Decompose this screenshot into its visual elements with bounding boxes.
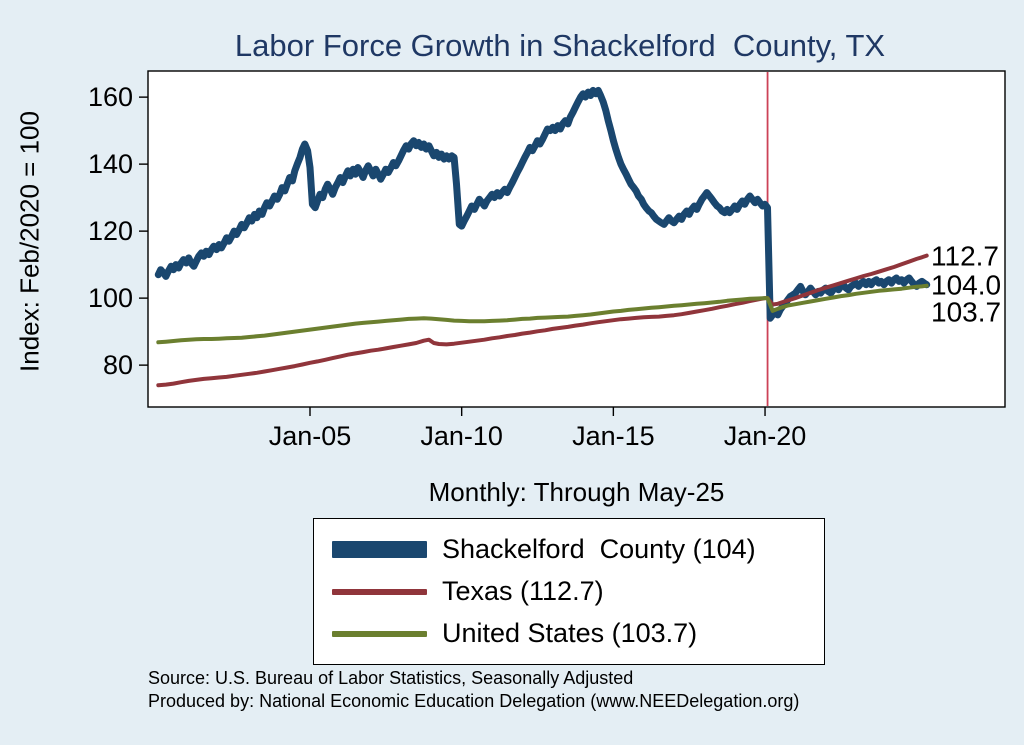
y-tick-label: 160 (88, 82, 133, 112)
end-value-label: 103.7 (931, 297, 1001, 328)
legend-swatch-shackelford-county (332, 541, 427, 558)
legend-swatch-texas (332, 588, 427, 595)
legend-label-united-states: United States (103.7) (442, 618, 698, 648)
footer-notes: Source: U.S. Bureau of Labor Statistics,… (148, 667, 799, 712)
y-axis-title: Index: Feb/2020 = 100 (14, 111, 45, 372)
x-tick-label: Jan-05 (269, 421, 352, 451)
legend-label-texas: Texas (112.7) (442, 576, 604, 606)
x-tick-label: Jan-15 (572, 421, 655, 451)
y-tick-label: 140 (88, 149, 133, 179)
end-value-label: 112.7 (931, 241, 999, 272)
legend: Shackelford County (104) Texas (112.7) U… (313, 518, 825, 665)
source-note: Source: U.S. Bureau of Labor Statistics,… (148, 668, 634, 688)
series-line-texas (156, 253, 929, 388)
plot-frame (147, 70, 1006, 408)
y-tick-label: 100 (88, 283, 133, 313)
y-tick-label: 120 (88, 216, 133, 246)
produced-by-note: Produced by: National Economic Education… (148, 690, 800, 711)
legend-item-texas: Texas (112.7) (332, 576, 814, 607)
legend-item-united-states: United States (103.7) (332, 618, 814, 649)
series-line-shackelford-county (154, 86, 931, 322)
end-value-label: 104.0 (931, 270, 1001, 301)
chart-title: Labor Force Growth in Shackelford County… (234, 28, 886, 63)
x-tick-label: Jan-20 (724, 421, 807, 451)
series-line-united-states (156, 283, 929, 345)
legend-item-shackelford-county: Shackelford County (104) (332, 534, 814, 565)
legend-swatch-united-states (332, 630, 427, 637)
legend-label-shackelford-county: Shackelford County (104) (442, 534, 756, 564)
x-axis-title: Monthly: Through May-25 (428, 477, 725, 507)
y-tick-label: 80 (103, 350, 133, 380)
x-tick-label: Jan-10 (420, 421, 503, 451)
